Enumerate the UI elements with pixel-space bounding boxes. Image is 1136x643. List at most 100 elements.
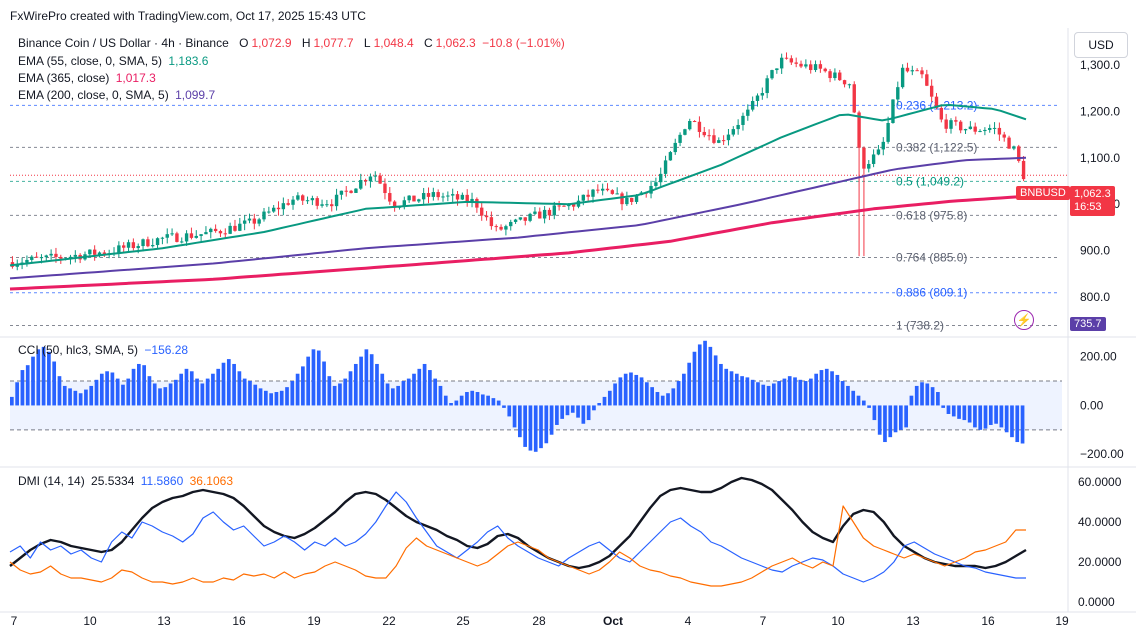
cci-bar — [369, 354, 374, 406]
adx-line — [9, 476, 1027, 570]
cci-bar — [724, 368, 729, 406]
ema55-legend[interactable]: EMA (55, close, 0, SMA, 5) 1,183.6 — [18, 54, 211, 68]
candle-body — [388, 193, 392, 202]
candle-body — [804, 64, 808, 67]
dmi-legend[interactable]: DMI (14, 14) 25.5334 11.5860 36.1063 — [18, 474, 236, 488]
time-axis-tick: 4 — [685, 614, 692, 628]
cci-bar — [809, 378, 813, 406]
candle-body — [417, 199, 421, 202]
cci-bar — [322, 361, 326, 406]
candle-body — [697, 121, 702, 132]
candle-body — [867, 163, 871, 169]
cci-bar — [634, 374, 639, 406]
candle-body — [34, 256, 39, 258]
candle-body — [789, 58, 794, 63]
cci-bar — [443, 395, 448, 406]
candle-body — [117, 245, 121, 254]
cci-bar — [115, 378, 120, 406]
cci-bar — [422, 363, 427, 406]
candle-body — [654, 182, 658, 186]
candle-body — [25, 259, 29, 263]
ema365-legend[interactable]: EMA (365, close) 1,017.3 — [18, 71, 159, 85]
cci-bar — [555, 405, 559, 425]
candle-body — [760, 93, 765, 96]
time-axis-tick: 19 — [1055, 614, 1069, 628]
cci-bar — [936, 392, 940, 406]
cci-bar — [433, 378, 438, 406]
time-axis-tick: 7 — [760, 614, 767, 628]
candle-body — [339, 190, 344, 195]
candle-body — [915, 70, 919, 72]
candle-body — [600, 188, 605, 191]
cci-bar — [285, 387, 289, 406]
cci-bar — [687, 362, 692, 406]
cci-bar — [877, 405, 882, 435]
candle-body — [373, 175, 377, 177]
cci-bar — [480, 394, 485, 406]
candle-body — [257, 219, 261, 224]
cci-value: −156.28 — [144, 343, 189, 357]
candle-body — [949, 120, 953, 129]
cci-legend[interactable]: CCI (50, hlc3, SMA, 5) −156.28 — [18, 343, 191, 357]
candle-body — [475, 198, 479, 208]
alert-bolt-icon[interactable]: ⚡ — [1014, 310, 1034, 330]
cci-bar — [962, 405, 967, 421]
price-axis-tick: 1,100.0 — [1080, 151, 1120, 165]
candle-body — [571, 204, 576, 207]
candle-body — [359, 179, 363, 189]
plus-di-value: 11.5860 — [140, 474, 184, 488]
cci-bar — [137, 363, 141, 406]
candle-body — [779, 57, 784, 69]
cci-bar — [560, 405, 565, 419]
cci-bar — [597, 403, 602, 406]
cci-bar — [814, 373, 819, 406]
candle-body — [126, 242, 131, 248]
ema55-line — [9, 104, 1027, 267]
candle-body — [184, 233, 189, 242]
cci-bar — [52, 361, 57, 406]
cci-bar — [343, 378, 348, 406]
cci-bar — [883, 405, 887, 443]
candle-body — [431, 192, 436, 197]
candle-body — [533, 211, 537, 214]
dmi-axis-tick: 40.0000 — [1078, 515, 1122, 529]
cci-bar — [533, 405, 538, 452]
time-axis-tick: 10 — [83, 614, 97, 628]
cci-bar — [258, 388, 263, 406]
currency-button[interactable]: USD — [1074, 32, 1128, 58]
cci-bar — [105, 371, 109, 406]
minus-di-line — [9, 505, 1026, 587]
cci-bar — [306, 356, 311, 406]
time-axis-tick: 19 — [307, 614, 321, 628]
adx-value: 25.5334 — [91, 474, 135, 488]
cci-bar — [62, 385, 67, 406]
candle-body — [731, 129, 735, 135]
candle-body — [552, 205, 556, 216]
candle-body — [136, 246, 140, 249]
cci-bar — [888, 405, 893, 438]
candle-body — [146, 239, 150, 247]
symbol-title[interactable]: Binance Coin / US Dollar · 4h · Binance — [18, 36, 229, 50]
ema365-line — [9, 194, 1027, 291]
candle-body — [199, 234, 203, 236]
candle-body — [842, 80, 847, 85]
cci-bar — [925, 383, 930, 406]
cci-bar — [613, 383, 617, 406]
cci-bar — [36, 349, 41, 406]
cci-bar — [73, 390, 78, 406]
cci-bar — [396, 385, 400, 406]
cci-bar — [1015, 405, 1020, 443]
cci-bar — [713, 355, 718, 406]
candle-body — [625, 197, 629, 205]
candle-body — [412, 195, 416, 202]
candle-body — [141, 239, 145, 247]
candle-body — [857, 112, 861, 148]
candle-body — [707, 135, 711, 137]
candle-body — [484, 215, 489, 218]
candle-body — [238, 223, 242, 231]
cci-bar — [274, 392, 279, 406]
candle-body — [330, 204, 334, 207]
candle-body — [460, 194, 465, 200]
ema200-legend[interactable]: EMA (200, close, 0, SMA, 5) 1,099.7 — [18, 88, 218, 102]
